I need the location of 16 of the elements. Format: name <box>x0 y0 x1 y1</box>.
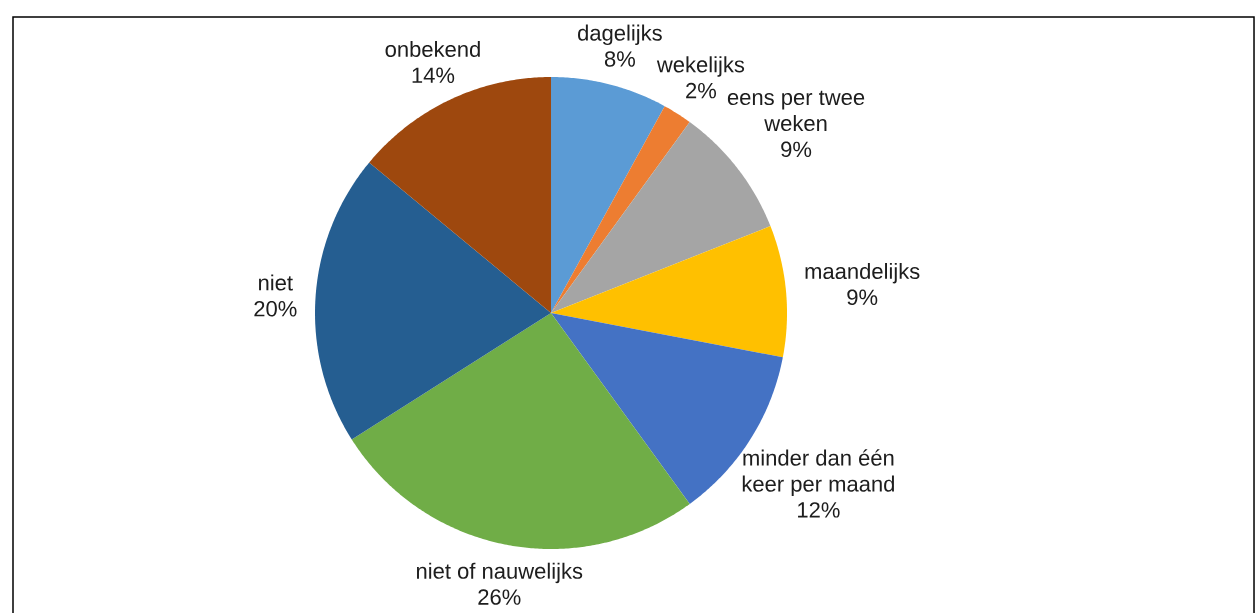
slice-label: wekelijks <box>656 56 745 77</box>
data-label: 9% <box>847 289 878 306</box>
data-label: 9% <box>781 141 812 158</box>
slice-label: minder dan één keer per maand <box>742 449 894 497</box>
slice-label: onbekend <box>385 40 480 58</box>
slice-label: dagelijks <box>578 24 662 46</box>
slice-label: maandelijks <box>805 262 920 284</box>
data-label: 8% <box>604 51 635 67</box>
data-label: 2% <box>686 82 717 99</box>
data-label: 12% <box>798 502 840 518</box>
slice-label: niet of nauwelijks <box>416 562 583 584</box>
slice-label: niet <box>259 274 293 291</box>
slice-label: eens per twee weken <box>727 90 865 132</box>
data-label: 14% <box>412 67 455 83</box>
data-label: 26% <box>478 589 521 605</box>
data-label: 20% <box>254 301 297 317</box>
